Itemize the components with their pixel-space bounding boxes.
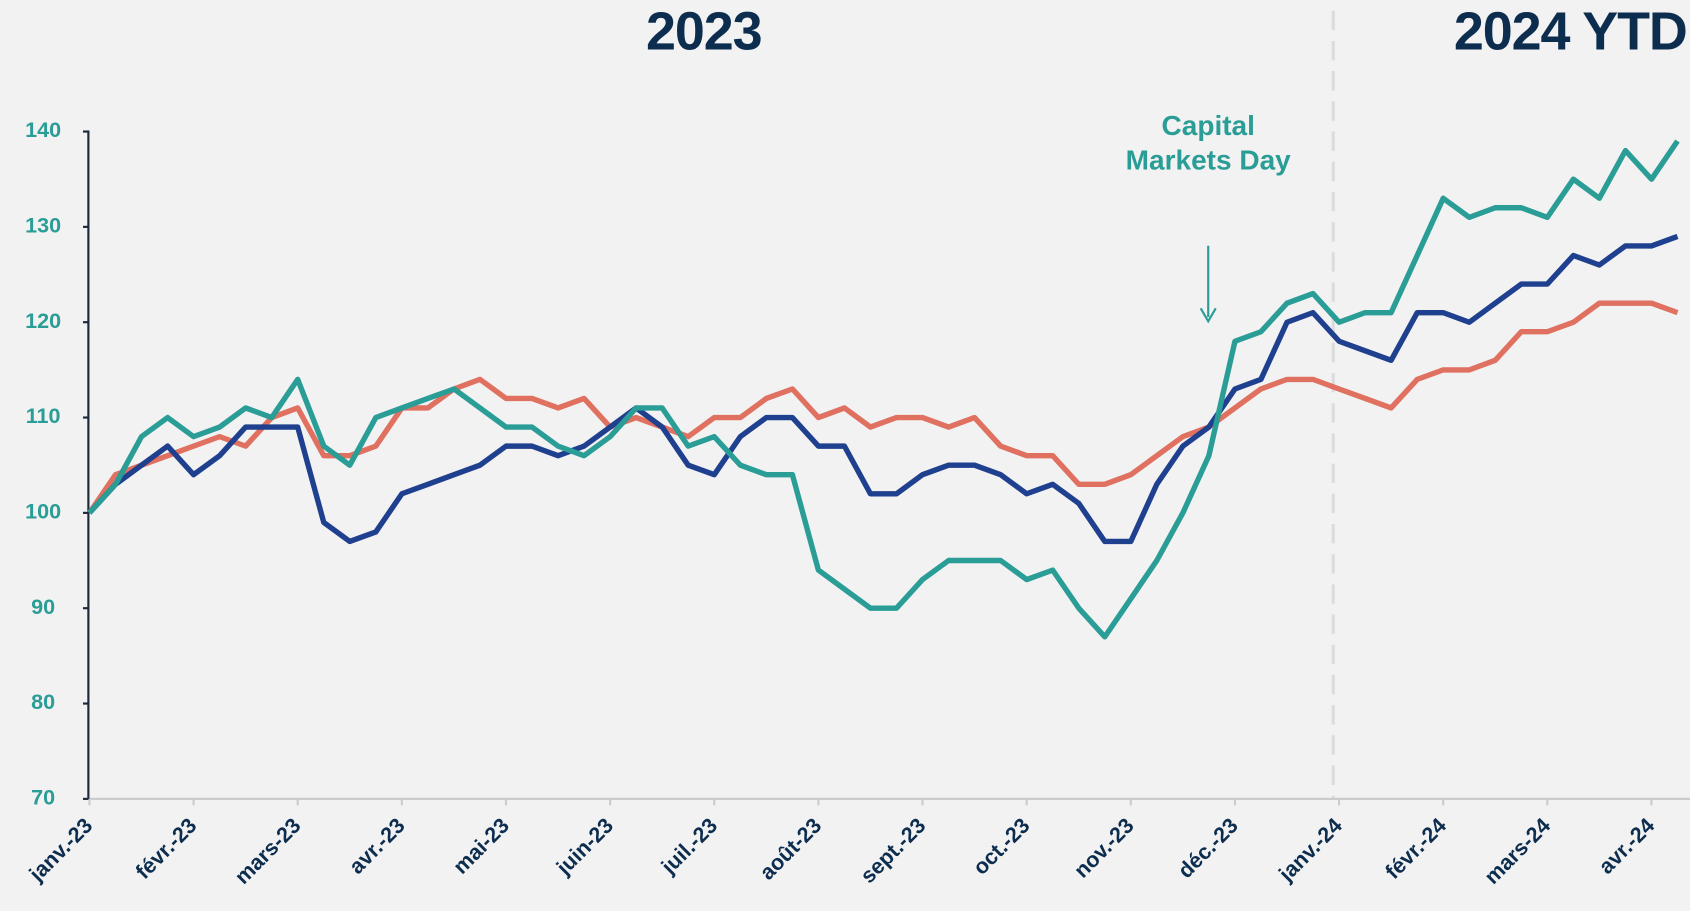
x-tick-label: févr.-24	[1380, 813, 1451, 884]
series-line	[87, 233, 1679, 545]
y-tick-label: 130	[25, 213, 61, 238]
x-tick-label: févr.-23	[130, 813, 201, 884]
y-tick-label: 80	[31, 689, 55, 714]
x-tick-label: août-23	[754, 813, 826, 885]
annotation-arrowhead	[1199, 307, 1217, 324]
x-tick-label: avr.-24	[1593, 813, 1659, 879]
x-tick-label: sept.-23	[855, 813, 930, 888]
x-tick-label: janv.-24	[1273, 813, 1347, 887]
annotation: Capital Markets Day	[1125, 108, 1291, 176]
x-tick-label: avr.-23	[344, 813, 410, 879]
x-tick-label: mars-24	[1479, 813, 1555, 889]
x-tick-label: juin-23	[550, 813, 617, 881]
x-tick-label: nov.-23	[1069, 813, 1139, 883]
y-tick-label: 110	[26, 403, 61, 428]
x-tick-label: mars-23	[229, 813, 305, 889]
series-line	[87, 139, 1680, 640]
y-tick-label: 100	[25, 499, 61, 524]
y-tick-label: 120	[25, 308, 61, 333]
x-tick-label: juil.-23	[655, 813, 722, 880]
y-tick-label: 70	[31, 785, 55, 810]
title-2023: 2023	[646, 2, 762, 62]
x-tick-label: mai-23	[448, 813, 514, 879]
series-line	[87, 300, 1679, 515]
title-2024: 2024 YTD	[1454, 2, 1687, 62]
y-tick-label: 140	[25, 117, 61, 142]
x-tick-label: déc.-23	[1173, 813, 1243, 883]
annotation-box: Capital Markets Day	[1125, 108, 1291, 176]
x-tick-label: janv.-23	[23, 813, 97, 887]
y-tick-label: 90	[31, 594, 55, 619]
x-tick-label: oct.-23	[968, 813, 1035, 880]
